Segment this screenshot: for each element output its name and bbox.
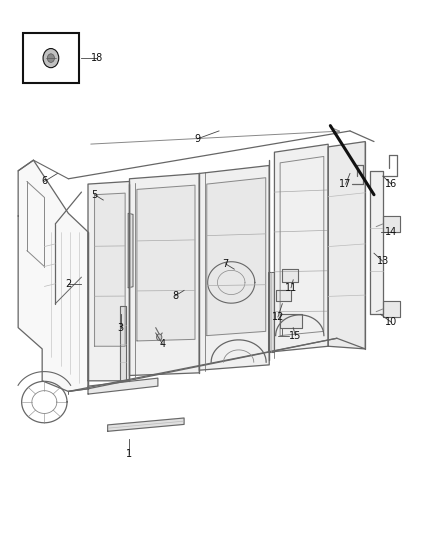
Circle shape (156, 334, 162, 341)
Polygon shape (137, 185, 195, 341)
Text: 18: 18 (91, 53, 103, 63)
Polygon shape (276, 290, 291, 301)
Polygon shape (283, 269, 297, 282)
Text: 11: 11 (285, 283, 297, 293)
Polygon shape (130, 173, 199, 375)
Polygon shape (275, 144, 328, 352)
Text: 9: 9 (194, 134, 200, 144)
Circle shape (43, 49, 59, 68)
Text: 6: 6 (41, 176, 47, 187)
Text: 2: 2 (65, 279, 71, 288)
Polygon shape (199, 165, 269, 370)
Text: 12: 12 (272, 312, 284, 322)
Polygon shape (88, 181, 130, 381)
Circle shape (47, 54, 54, 62)
Polygon shape (108, 418, 184, 431)
Polygon shape (328, 142, 365, 349)
Polygon shape (383, 301, 400, 317)
Text: 15: 15 (289, 330, 302, 341)
Polygon shape (18, 160, 88, 391)
Text: 7: 7 (223, 259, 229, 269)
Text: 14: 14 (385, 227, 398, 237)
Polygon shape (268, 272, 274, 352)
Text: 17: 17 (339, 179, 352, 189)
Polygon shape (120, 306, 126, 381)
Polygon shape (383, 216, 400, 232)
Text: 10: 10 (385, 317, 398, 327)
Text: 5: 5 (92, 190, 98, 200)
Polygon shape (370, 171, 383, 314)
Bar (22, 33, 79, 83)
Text: 3: 3 (118, 322, 124, 333)
Text: 16: 16 (385, 179, 398, 189)
Polygon shape (128, 213, 133, 288)
Text: 4: 4 (159, 338, 165, 349)
Text: 8: 8 (172, 290, 178, 301)
Polygon shape (88, 378, 158, 394)
Polygon shape (280, 314, 302, 328)
Polygon shape (207, 177, 266, 336)
Text: 1: 1 (127, 449, 133, 458)
Polygon shape (95, 193, 125, 346)
Text: 13: 13 (377, 256, 389, 266)
